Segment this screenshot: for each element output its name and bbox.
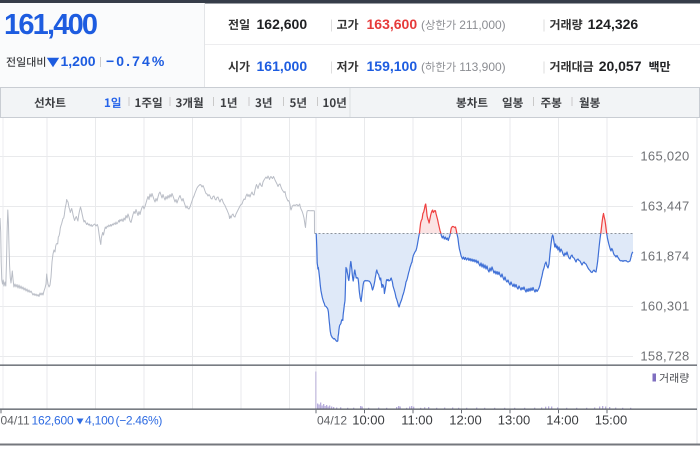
svg-text:12:00: 12:00 — [449, 413, 482, 428]
svg-text:161,000: 161,000 — [257, 58, 308, 74]
svg-text:4,100: 4,100 — [85, 414, 115, 428]
svg-text:124,326: 124,326 — [588, 16, 639, 32]
svg-text:04/12: 04/12 — [317, 414, 347, 428]
svg-text:(−2.46%): (−2.46%) — [116, 414, 163, 428]
svg-text:163,447: 163,447 — [640, 199, 689, 214]
svg-text:04/11: 04/11 — [1, 414, 30, 428]
svg-text:165,020: 165,020 — [640, 149, 689, 164]
svg-text:−0.74%: −0.74% — [106, 53, 166, 69]
svg-text:161,874: 161,874 — [640, 249, 689, 264]
svg-text:14:00: 14:00 — [546, 413, 579, 428]
svg-text:160,301: 160,301 — [640, 299, 689, 314]
svg-text:162,600: 162,600 — [32, 414, 75, 428]
svg-text:20,057: 20,057 — [599, 58, 642, 74]
svg-text:159,100: 159,100 — [367, 58, 418, 74]
svg-text:211,000): 211,000) — [459, 18, 505, 32]
svg-text:(: ( — [421, 18, 425, 32]
svg-text:158,728: 158,728 — [640, 349, 689, 364]
svg-text:163,600: 163,600 — [367, 16, 418, 32]
svg-text:15:00: 15:00 — [595, 413, 628, 428]
svg-text:113,900): 113,900) — [459, 60, 505, 74]
svg-text:1,200: 1,200 — [61, 53, 96, 69]
svg-text:161,400: 161,400 — [4, 9, 97, 41]
svg-text:10:00: 10:00 — [352, 413, 385, 428]
svg-text:162,600: 162,600 — [257, 16, 308, 32]
svg-text:11:00: 11:00 — [401, 413, 433, 428]
svg-text:(: ( — [421, 60, 425, 74]
svg-text:13:00: 13:00 — [498, 413, 531, 428]
